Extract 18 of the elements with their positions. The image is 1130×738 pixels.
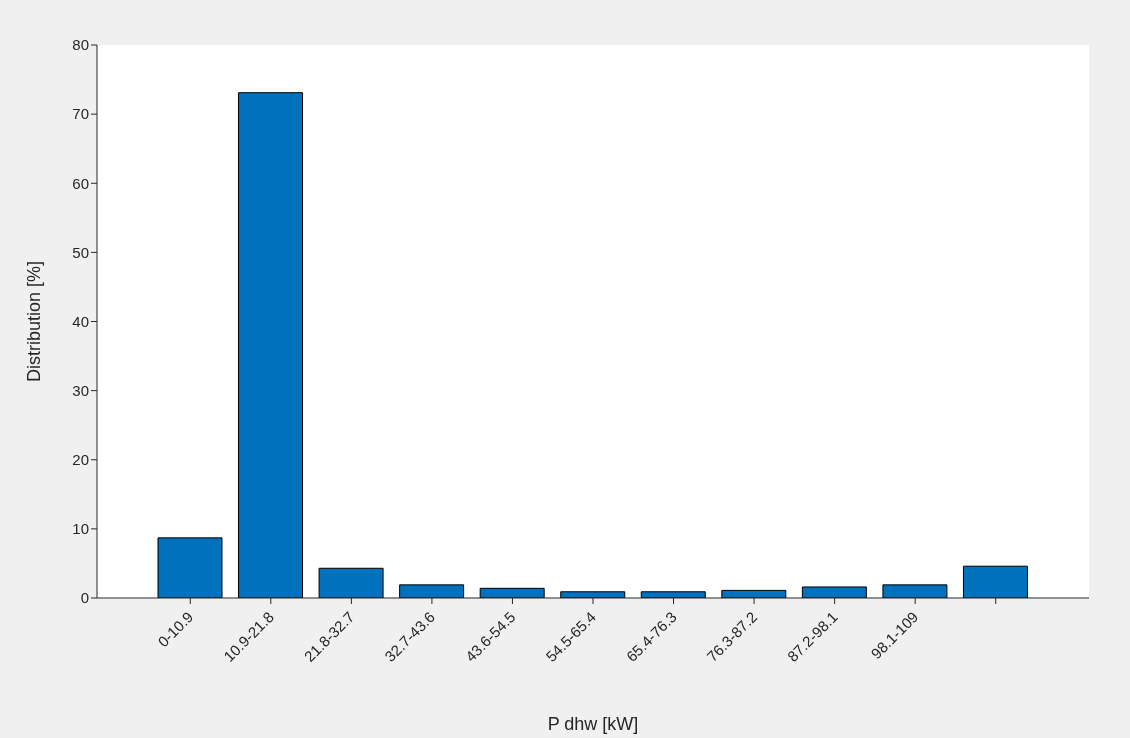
bar <box>318 567 384 598</box>
y-axis-title: Distribution [%] <box>24 260 45 383</box>
y-tick-label: 40 <box>72 312 89 330</box>
y-tick-label: 80 <box>72 36 89 54</box>
y-tick-label: 10 <box>72 520 89 538</box>
bar <box>801 586 867 598</box>
y-tick-label: 60 <box>72 174 89 192</box>
bar <box>882 584 948 598</box>
x-axis-title: P dhw [kW] <box>547 714 639 734</box>
y-tick-label: 30 <box>72 381 89 399</box>
y-tick-label: 20 <box>72 451 89 469</box>
y-tick-label: 50 <box>72 243 89 261</box>
bar <box>962 565 1028 598</box>
y-tick-label: 0 <box>80 589 89 607</box>
bar <box>238 92 304 598</box>
bar <box>157 537 223 598</box>
bar <box>399 584 465 598</box>
y-tick-label: 70 <box>72 105 89 123</box>
